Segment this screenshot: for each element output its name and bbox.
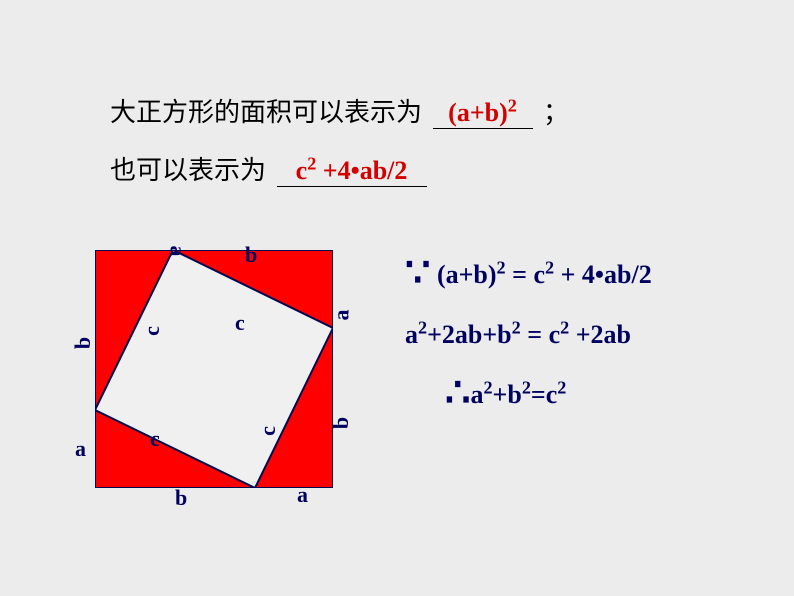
diagram-label: a xyxy=(75,436,86,462)
line2-ans-p2: +4•ab/2 xyxy=(316,156,407,185)
line1-answer-sup: 2 xyxy=(508,95,517,115)
line2-ans-p1: c xyxy=(296,156,308,185)
p2-a: a xyxy=(405,320,418,349)
p3-b-sup: 2 xyxy=(522,377,531,397)
square-diagram xyxy=(95,250,333,488)
diagram-label: b xyxy=(175,485,187,511)
line1-answer: (a+b)2 xyxy=(433,95,533,128)
p2-b-sup: 2 xyxy=(512,317,521,337)
statement-line-2: 也可以表示为 c2 +4•ab/2 xyxy=(110,148,431,195)
p3-c-sup: 2 xyxy=(557,377,566,397)
diagram-label: b xyxy=(70,337,96,349)
p1-lhs: (a+b) xyxy=(437,260,497,289)
line1-prefix: 大正方形的面积可以表示为 xyxy=(110,98,422,127)
line1-answer-base: (a+b) xyxy=(448,98,508,127)
p2-tail: +2ab xyxy=(569,320,631,349)
p2-m1: +2ab+b xyxy=(427,320,512,349)
line2-ans-p1-sup: 2 xyxy=(307,153,316,173)
line2-answer: c2 +4•ab/2 xyxy=(277,153,427,186)
proof-line-2: a2+2ab+b2 = c2 +2ab xyxy=(405,305,765,365)
p2-a-sup: 2 xyxy=(418,317,427,337)
p1-rhs-sup: 2 xyxy=(545,257,554,277)
p3-a: a xyxy=(470,380,483,409)
proof-line-3: ∴a2+b2=c2 xyxy=(405,365,765,425)
p1-lhs-sup: 2 xyxy=(497,257,506,277)
p3-eq: =c xyxy=(531,380,557,409)
proof-line-1: ∵ (a+b)2 = c2 + 4•ab/2 xyxy=(405,245,765,305)
p1-eq: = c xyxy=(506,260,545,289)
proof-block: ∵ (a+b)2 = c2 + 4•ab/2 a2+2ab+b2 = c2 +2… xyxy=(405,245,765,424)
p3-mid: +b xyxy=(493,380,522,409)
line2-prefix: 也可以表示为 xyxy=(110,156,266,185)
line1-suffix: ； xyxy=(543,98,569,127)
p3-a-sup: 2 xyxy=(483,377,492,397)
statement-line-1: 大正方形的面积可以表示为 (a+b)2 ； xyxy=(110,90,569,137)
p2-c-sup: 2 xyxy=(560,317,569,337)
p2-m2: = c xyxy=(521,320,560,349)
p1-tail: + 4•ab/2 xyxy=(554,260,652,289)
